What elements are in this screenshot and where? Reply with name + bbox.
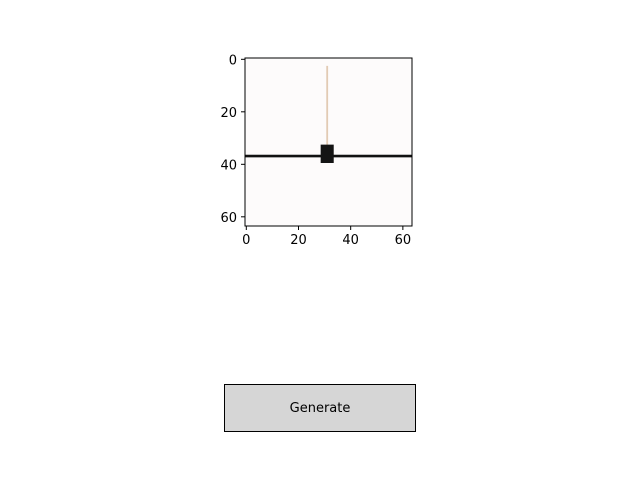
x-axis-ticks: 0 20 40 60 [242,226,411,248]
x-tick-label: 40 [342,233,359,248]
dark-block [320,144,334,163]
axes-frame [244,57,413,227]
image-background [245,58,412,226]
y-tick-label: 40 [220,158,237,173]
generate-button[interactable]: Generate [224,384,416,432]
x-tick-label: 20 [290,233,307,248]
vertical-stroke [326,65,329,156]
y-tick-label: 0 [229,53,237,68]
x-tick-label: 60 [395,233,412,248]
y-tick-label: 60 [220,211,237,226]
image-axes: 0 20 40 60 0 20 40 60 [220,53,413,248]
x-tick-label: 0 [242,233,250,248]
y-axis-ticks: 0 20 40 60 [220,53,245,226]
y-tick-label: 20 [220,106,237,121]
